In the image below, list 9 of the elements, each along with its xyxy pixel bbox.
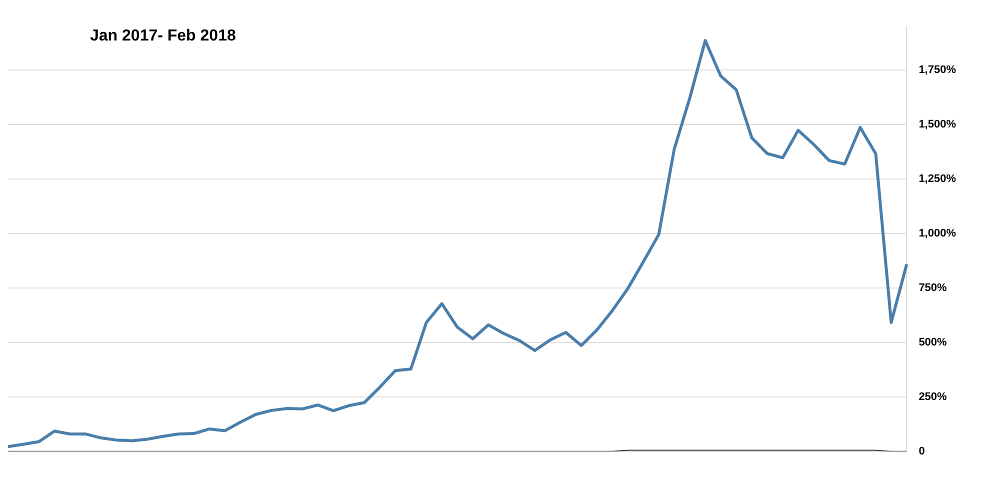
y-tick-label: 250%: [918, 390, 948, 403]
y-tick-label: 1,000%: [918, 228, 956, 240]
chart-title: Jan 2017- Feb 2018: [90, 27, 236, 44]
y-tick-label: 500%: [918, 336, 948, 349]
y-tick-label: 0: [918, 445, 925, 458]
y-tick-label: 1,250%: [918, 173, 956, 186]
y-tick-label: 1,500%: [918, 118, 956, 131]
y-tick-label: 750%: [918, 282, 948, 294]
y-tick-label: 1,750%: [918, 64, 956, 76]
